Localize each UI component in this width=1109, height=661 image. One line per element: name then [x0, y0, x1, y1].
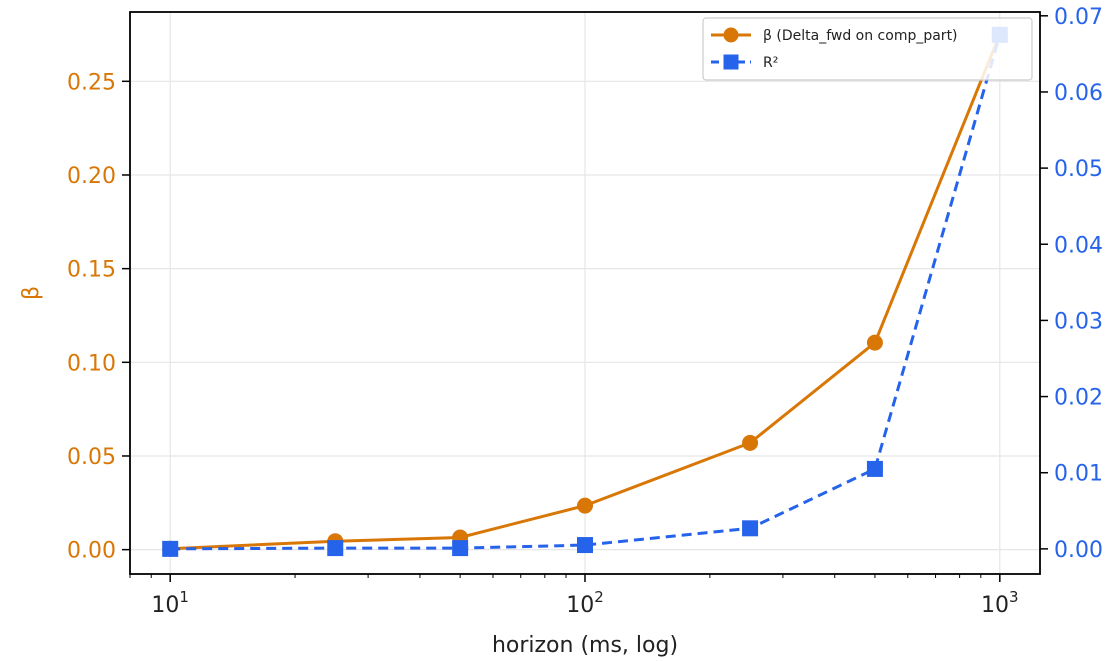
left-tick-label: 0.05 [67, 445, 116, 470]
legend-label: β (Delta_fwd on comp_part) [763, 28, 958, 44]
left-tick-label: 0.10 [67, 351, 116, 376]
data-point [577, 537, 593, 554]
data-point [327, 540, 344, 557]
legend-box [702, 17, 1033, 81]
right-tick-label: 0.02 [1054, 386, 1103, 411]
right-tick-label: 0.04 [1054, 233, 1103, 258]
y-axis-label: β [19, 286, 44, 300]
x-tick-label: 102 [566, 588, 604, 618]
right-tick-label: 0.07 [1054, 5, 1103, 30]
legend-swatch-marker [723, 27, 739, 43]
x-axis: 101 102 103 [151, 574, 1019, 618]
data-point [452, 540, 469, 557]
left-axis: 0.00 0.05 0.10 0.15 0.20 0.25 [67, 70, 130, 564]
right-axis: 0.00 0.01 0.02 0.03 0.04 0.05 0.06 0.07 [1040, 5, 1103, 563]
data-point [866, 460, 883, 477]
legend-swatch-marker [723, 54, 739, 70]
x-tick-label: 101 [151, 588, 189, 618]
right-tick-label: 0.01 [1054, 462, 1103, 487]
right-tick-label: 0.00 [1054, 538, 1103, 563]
x-tick-label: 103 [981, 588, 1019, 618]
data-point [742, 520, 759, 537]
legend-label: R² [763, 55, 778, 71]
left-tick-label: 0.20 [67, 164, 116, 189]
x-axis-label: horizon (ms, log) [492, 633, 678, 657]
grid [130, 12, 1040, 574]
right-tick-label: 0.06 [1054, 81, 1103, 106]
left-tick-label: 0.25 [67, 70, 116, 95]
legend: β (Delta_fwd on comp_part) R² [702, 17, 1033, 81]
right-tick-label: 0.05 [1054, 157, 1103, 182]
left-tick-label: 0.15 [67, 258, 116, 283]
left-tick-label: 0.00 [67, 539, 116, 564]
data-point [577, 497, 593, 514]
data-point [866, 334, 883, 351]
right-tick-label: 0.03 [1054, 309, 1103, 334]
data-point [162, 540, 179, 557]
data-point [742, 434, 759, 451]
